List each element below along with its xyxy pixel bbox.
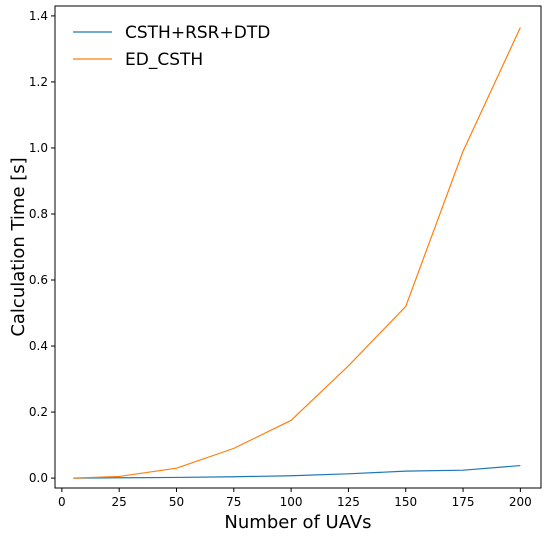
x-tick-label: 50	[169, 495, 184, 509]
y-axis-label: Calculation Time [s]	[8, 157, 29, 336]
x-tick-label: 75	[226, 495, 241, 509]
y-tick-label: 0.8	[29, 207, 48, 221]
x-axis-label: Number of UAVs	[224, 512, 371, 533]
x-tick-label: 150	[394, 495, 417, 509]
x-tick-label: 25	[112, 495, 127, 509]
y-tick-label: 0.0	[29, 471, 48, 485]
y-tick-label: 1.4	[29, 9, 48, 23]
y-tick-label: 1.0	[29, 141, 48, 155]
series-layer	[73, 27, 521, 479]
series-line-1	[73, 464, 521, 479]
y-tick-label: 0.6	[29, 273, 48, 287]
legend-label: ED_CSTH	[125, 50, 203, 70]
x-tick-label: 100	[280, 495, 303, 509]
x-tick-label: 125	[337, 495, 360, 509]
y-tick-label: 0.2	[29, 405, 48, 419]
series-line-2	[73, 27, 521, 479]
legend: CSTH+RSR+DTD ED_CSTH	[73, 23, 270, 70]
ticks-layer: 0 25 50 75 100 125 150 175 200 0.0 0.2 0.4 0.6 0.8 1.0…	[29, 9, 532, 509]
x-tick-label: 175	[452, 495, 475, 509]
x-tick-label: 200	[509, 495, 532, 509]
y-tick-label: 0.4	[29, 339, 48, 353]
legend-label: CSTH+RSR+DTD	[125, 23, 270, 43]
x-tick-label: 0	[58, 495, 66, 509]
y-tick-label: 1.2	[29, 75, 48, 89]
plot-frame	[54, 5, 542, 489]
